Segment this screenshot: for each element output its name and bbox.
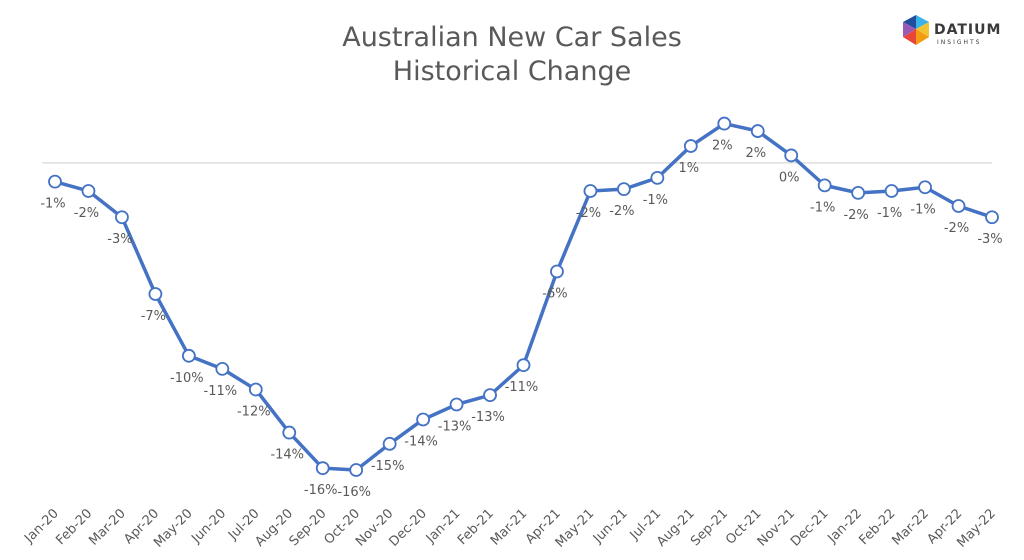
data-point: [516, 358, 531, 373]
data-point: [918, 180, 932, 195]
data-label: -14%: [404, 434, 438, 449]
data-point: [750, 124, 765, 138]
data-label: -2%: [843, 208, 868, 223]
data-label: 2%: [745, 146, 766, 161]
data-point: [851, 185, 866, 200]
data-label: -16%: [337, 485, 371, 500]
data-label: -1%: [877, 206, 902, 221]
data-label: 2%: [712, 139, 733, 154]
data-label: -16%: [304, 483, 338, 498]
x-tick-label: Aug-20: [253, 506, 297, 550]
data-label: -11%: [204, 384, 238, 399]
data-label: -1%: [40, 197, 65, 212]
chart-title-line-2: Historical Change: [393, 56, 631, 87]
series-line: [54, 121, 993, 472]
logo-cube-icon: [903, 15, 929, 45]
data-point: [817, 178, 832, 193]
data-point: [248, 382, 263, 397]
data-label: -11%: [505, 380, 539, 395]
data-point: [81, 184, 96, 198]
data-label: -3%: [977, 232, 1002, 247]
data-point: [483, 388, 497, 403]
x-tick-label: Jun-21: [590, 506, 631, 547]
data-label: -1%: [910, 202, 935, 217]
datium-logo: DATIUM INSIGHTS: [903, 15, 1001, 46]
data-label: -14%: [270, 448, 304, 463]
data-point: [550, 264, 564, 279]
x-tick-label: Mar-20: [86, 506, 128, 548]
data-label: -2%: [576, 206, 601, 221]
data-point: [784, 148, 799, 163]
x-tick-label: Jun-20: [188, 506, 229, 547]
data-point: [884, 184, 899, 198]
logo-sub: INSIGHTS: [937, 39, 981, 46]
x-tick-label: Sep-20: [287, 506, 330, 549]
data-point: [449, 397, 464, 412]
data-markers: [48, 116, 999, 477]
data-point: [650, 170, 665, 185]
data-label: -3%: [107, 232, 132, 247]
data-label: -13%: [438, 419, 472, 434]
x-tick-label: Dec-20: [387, 506, 430, 549]
data-point: [583, 184, 598, 198]
data-point: [717, 116, 732, 131]
data-label: -7%: [141, 309, 166, 324]
x-tick-label: Mar-21: [488, 506, 530, 548]
data-label: -2%: [609, 204, 634, 219]
data-label: -2%: [944, 221, 969, 236]
data-label: -1%: [810, 200, 835, 215]
data-point: [683, 139, 698, 153]
data-label: -13%: [471, 410, 505, 425]
data-point: [985, 210, 999, 225]
chart-title-line-1: Australian New Car Sales: [342, 22, 682, 53]
data-point: [951, 199, 966, 213]
data-point: [115, 210, 129, 225]
data-point: [315, 461, 330, 476]
data-label: -12%: [237, 405, 271, 420]
logo-name: DATIUM: [934, 22, 1001, 38]
data-point: [349, 463, 364, 477]
data-point: [382, 436, 397, 451]
x-tick-label: Sep-21: [688, 506, 731, 549]
x-axis-tick-labels: Jan-20Feb-20Mar-20Apr-20May-20Jun-20Jul-…: [21, 506, 999, 550]
data-label: -1%: [643, 193, 668, 208]
data-label: 0%: [779, 170, 800, 185]
data-label: -2%: [74, 206, 99, 221]
data-point: [48, 174, 62, 189]
data-label: -6%: [542, 287, 567, 302]
data-label: -10%: [170, 371, 204, 386]
data-point: [181, 348, 196, 363]
data-label: 1%: [679, 161, 700, 176]
series-line-group: [54, 121, 993, 472]
data-point: [282, 425, 297, 440]
x-tick-label: Aug-21: [654, 506, 698, 550]
data-point: [616, 182, 631, 197]
x-tick-label: Dec-21: [788, 506, 831, 549]
data-label: -15%: [371, 459, 405, 474]
data-labels: -1%-2%-3%-7%-10%-11%-12%-14%-16% -16%-15%…: [40, 139, 1002, 500]
data-point: [416, 412, 431, 427]
x-tick-label: Mar-22: [890, 506, 932, 548]
data-point: [215, 362, 230, 376]
data-point: [148, 287, 163, 301]
